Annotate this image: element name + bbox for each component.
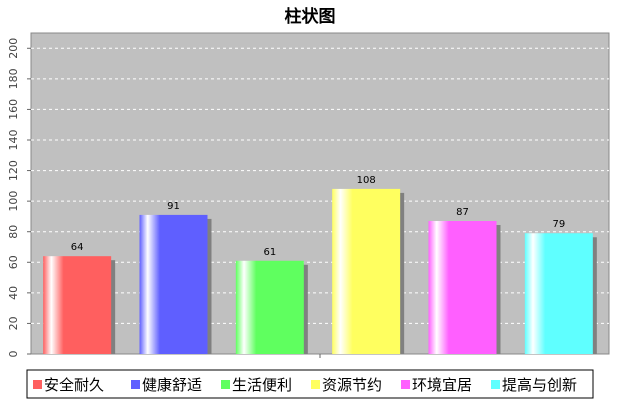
plot-area (30, 32, 610, 355)
legend-label: 健康舒适 (142, 376, 202, 394)
data-label: 91 (167, 201, 180, 212)
data-label: 61 (263, 247, 276, 258)
y-tick-label: 20 (7, 316, 20, 330)
legend-swatch (33, 380, 42, 389)
bar (235, 260, 304, 354)
data-label: 87 (456, 207, 469, 218)
legend-swatch (131, 380, 140, 389)
bars (43, 188, 597, 354)
legend-swatch (311, 380, 320, 389)
data-label: 79 (552, 219, 565, 230)
legend-swatch (401, 380, 410, 389)
y-tick-label: 80 (7, 225, 20, 239)
data-label: 108 (357, 175, 376, 186)
legend-label: 生活便利 (232, 376, 292, 394)
data-labels: 64 91 61 108 87 79 (71, 175, 565, 258)
bar (139, 214, 208, 354)
legend-label: 安全耐久 (44, 376, 104, 394)
bar (524, 233, 593, 354)
y-axis: 0 20 40 60 80 100 120 140 160 180 200 (7, 38, 321, 358)
legend: 安全耐久 健康舒适 生活便利 资源节约 环境宜居 提高与创新 (26, 369, 594, 399)
bar (43, 256, 112, 354)
legend-label: 提高与创新 (502, 376, 577, 394)
chart-title: 柱状图 (285, 6, 336, 27)
bar (332, 188, 401, 354)
grid-lines (31, 47, 609, 324)
legend-label: 环境宜居 (412, 376, 472, 394)
y-tick-label: 100 (7, 191, 20, 212)
y-tick-label: 200 (7, 38, 20, 59)
y-tick-label: 180 (7, 68, 20, 89)
legend-swatch (491, 380, 500, 389)
y-tick-label: 160 (7, 99, 20, 120)
bar (428, 221, 497, 354)
legend-swatch (221, 380, 230, 389)
y-tick-label: 0 (7, 351, 20, 358)
y-tick-label: 60 (7, 255, 20, 269)
legend-label: 资源节约 (322, 376, 382, 394)
y-tick-label: 120 (7, 160, 20, 181)
y-tick-label: 40 (7, 286, 20, 300)
y-tick-label: 140 (7, 130, 20, 151)
data-label: 64 (71, 242, 84, 253)
